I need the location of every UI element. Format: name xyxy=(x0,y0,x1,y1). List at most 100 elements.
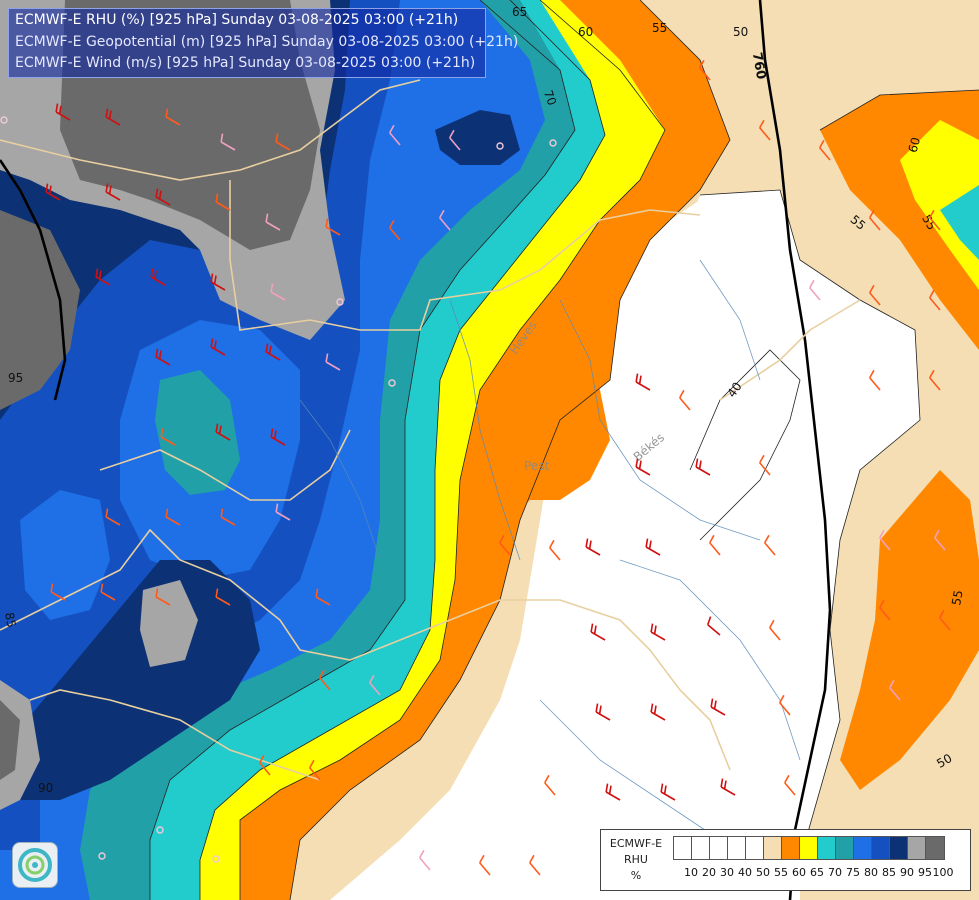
legend-swatch xyxy=(764,837,782,859)
wind-barb-icon xyxy=(100,583,116,601)
rh-band-below-50-east xyxy=(360,190,920,900)
wind-barb-icon xyxy=(645,538,661,556)
wind-barb-icon xyxy=(595,703,611,721)
wind-barb-icon xyxy=(706,616,721,636)
legend-tick-label: 70 xyxy=(828,866,842,879)
wind-barb-icon xyxy=(544,774,556,796)
title-geopotential: ECMWF-E Geopotential (m) [925 hPa] Sunda… xyxy=(15,34,519,50)
legend-swatch xyxy=(818,837,836,859)
ecmwf-swirl-logo-icon xyxy=(12,842,58,888)
wind-barb-icon xyxy=(215,588,231,606)
wind-barb-icon xyxy=(259,754,271,776)
wind-barb-icon xyxy=(934,529,946,551)
wind-barb-icon xyxy=(929,369,941,391)
contour-label-geo-760: 760 xyxy=(749,51,768,80)
wind-barb-icon xyxy=(869,284,881,306)
wind-barb-icon xyxy=(929,289,941,311)
map-title-box: ECMWF-E RHU (%) [925 hPa] Sunday 03-08-2… xyxy=(8,8,518,78)
wind-barb-icon xyxy=(585,538,601,556)
legend-swatch xyxy=(926,837,944,859)
rh-contour-lines xyxy=(149,0,979,900)
legend-swatch xyxy=(890,837,908,859)
wind-barb-icon xyxy=(720,778,736,796)
legend-tick-label: 50 xyxy=(756,866,770,879)
legend-swatch xyxy=(836,837,854,859)
title-rhu: ECMWF-E RHU (%) [925 hPa] Sunday 03-08-2… xyxy=(15,12,459,28)
wind-barb-icon xyxy=(635,373,651,391)
wind-barb-icon xyxy=(764,534,776,556)
wind-barb-icon xyxy=(210,273,226,291)
wind-barb-icon xyxy=(449,129,461,151)
wind-barb-icon xyxy=(389,124,401,146)
wind-barb-icon xyxy=(819,139,831,161)
wind-barb-icon xyxy=(529,854,541,876)
legend-tick-label: 90 xyxy=(900,866,914,879)
wind-barb-icon xyxy=(265,213,281,231)
legend-swatch xyxy=(692,837,710,859)
wind-barb-icon xyxy=(275,503,291,521)
legend-tick-label: 20 xyxy=(702,866,716,879)
legend-title-unit: % xyxy=(630,869,642,882)
legend-swatch xyxy=(746,837,764,859)
legend-title-variable: RHU xyxy=(624,853,648,866)
contour-label-rh-60-right: 60 xyxy=(906,136,923,154)
rh-band-60-65-east xyxy=(900,120,979,290)
wind-barb-icon xyxy=(220,133,236,151)
border-lines xyxy=(0,79,861,781)
wind-barb-icon xyxy=(50,583,66,601)
legend-tick-label: 95 xyxy=(918,866,932,879)
wind-barb-icon xyxy=(210,338,226,356)
legend-tick-label: 100 xyxy=(932,866,954,879)
wind-barb-icon xyxy=(265,343,281,361)
legend-swatches xyxy=(673,836,945,860)
wind-barb-icon xyxy=(879,599,891,621)
rh-band-70-75-west xyxy=(155,370,240,495)
wind-barb-icon xyxy=(105,108,121,126)
city-markers xyxy=(0,116,557,863)
wind-barb-icon xyxy=(315,588,331,606)
wind-barb-icon xyxy=(650,623,666,641)
rh-band-90-95-south xyxy=(140,580,198,667)
wind-barb-icon xyxy=(549,539,561,561)
wind-barb-icon xyxy=(759,119,771,141)
title-wind: ECMWF-E Wind (m/s) [925 hPa] Sunday 03-0… xyxy=(15,55,476,71)
wind-barb-icon xyxy=(759,454,771,476)
legend-tick-label: 40 xyxy=(738,866,752,879)
wind-barb-icon xyxy=(369,674,381,696)
wind-barb-icon xyxy=(55,103,71,121)
legend-tick-label: 80 xyxy=(864,866,878,879)
contour-label-rh-70: 70 xyxy=(541,88,559,107)
legend-title-model: ECMWF-E xyxy=(609,837,663,850)
wind-barb-icon xyxy=(215,423,231,441)
wind-barb-icon xyxy=(389,219,401,241)
legend-swatch xyxy=(854,837,872,859)
legend-tick-label: 55 xyxy=(774,866,788,879)
contour-label-rh-65-top: 65 xyxy=(512,5,527,19)
contour-label-rh-55-lower: 55 xyxy=(949,589,965,606)
wind-barb-icon xyxy=(879,529,891,551)
wind-barb-icon xyxy=(650,703,666,721)
geopotential-contour-760-east xyxy=(758,0,832,900)
wind-barb-icon xyxy=(155,588,171,606)
wind-barb-icon xyxy=(155,188,171,206)
contour-label-rh-60-top: 60 xyxy=(578,25,593,39)
wind-barb-icon xyxy=(889,679,901,701)
rh-band-65-70-east xyxy=(940,185,979,260)
wind-barb-icon xyxy=(325,353,341,371)
wind-barb-icon xyxy=(605,783,621,801)
wind-barb-icon xyxy=(660,783,676,801)
legend-swatch xyxy=(872,837,890,859)
contour-label-rh-50-lower: 50 xyxy=(934,751,954,771)
legend-swatch xyxy=(710,837,728,859)
legend-tick-label: 60 xyxy=(792,866,806,879)
rh-band-75-80-southwest xyxy=(20,490,110,620)
legend-swatch xyxy=(674,837,692,859)
wind-barb-icon xyxy=(270,283,286,301)
wind-barb-icon xyxy=(319,669,331,691)
wind-barb-icon xyxy=(220,508,236,526)
legend-ticks: 10 20 30 40 50 55 60 65 70 75 80 85 90 95 100 xyxy=(673,866,973,882)
contour-label-rh-50-top: 50 xyxy=(733,25,748,39)
rh-band-55-60-pest xyxy=(470,360,610,520)
contour-label-rh-55-top: 55 xyxy=(652,21,667,35)
